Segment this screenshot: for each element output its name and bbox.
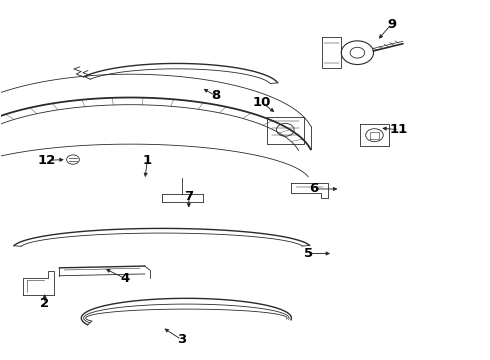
Text: 1: 1 (143, 154, 152, 167)
Text: 12: 12 (38, 154, 56, 167)
Text: 3: 3 (177, 333, 186, 346)
Text: 11: 11 (390, 123, 408, 136)
Text: 9: 9 (387, 18, 396, 31)
Text: 8: 8 (211, 89, 220, 102)
Text: 4: 4 (121, 272, 130, 285)
Text: 6: 6 (309, 183, 318, 195)
Text: 5: 5 (304, 247, 313, 260)
Text: 2: 2 (40, 297, 49, 310)
Text: 10: 10 (253, 96, 271, 109)
Text: 7: 7 (184, 190, 194, 203)
